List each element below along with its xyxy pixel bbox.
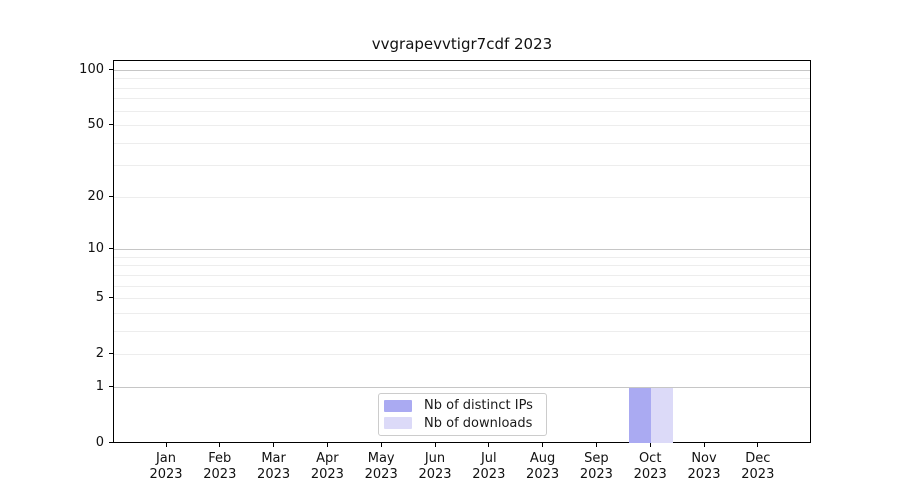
y-tick-label-50: 50 (87, 117, 104, 133)
y-tick-label-0: 0 (95, 435, 104, 450)
y-tick-mark-50 (109, 124, 113, 126)
x-tick-mark-jul (488, 443, 490, 447)
x-tick-mark-feb (219, 443, 221, 447)
x-tick-mark-oct (649, 443, 651, 447)
y-tick-label-100: 100 (79, 62, 104, 77)
bar-oct-2023-distinct-ips (629, 387, 652, 443)
gridline-y-50 (114, 125, 810, 127)
x-tick-mark-sep (595, 443, 598, 447)
x-tick-mark-mar (273, 443, 275, 447)
x-tick-label-jan-2023: Jan 2023 (149, 451, 183, 482)
x-tick-mark-nov (703, 443, 705, 447)
gridline-y-60 (114, 110, 810, 112)
gridline-y-6 (114, 285, 810, 287)
x-tick-mark-aug (542, 443, 544, 447)
y-tick-label-5: 5 (95, 290, 104, 306)
y-tick-label-10: 10 (87, 241, 104, 257)
legend-swatch-distinct-ips-icon (384, 399, 412, 412)
x-tick-label-aug-2023: Aug 2023 (526, 451, 560, 482)
y-tick-label-20: 20 (87, 188, 104, 204)
gridline-y-3 (114, 330, 810, 332)
x-tick-mark-jun (434, 443, 436, 447)
legend-swatch-downloads-icon (384, 417, 412, 430)
gridline-y-8 (114, 265, 810, 267)
gridline-y-100 (114, 70, 810, 71)
gridline-y-80 (114, 87, 810, 89)
gridline-y-7 (114, 274, 810, 276)
x-tick-label-jun-2023: Jun 2023 (418, 451, 452, 482)
y-tick-mark-0 (109, 442, 113, 444)
legend-label-distinct-ips: Nb of distinct IPs (424, 398, 533, 414)
y-tick-mark-2 (109, 353, 113, 355)
gridline-y-1 (114, 386, 810, 388)
x-tick-mark-apr (326, 443, 329, 447)
x-tick-label-mar-2023: Mar 2023 (257, 451, 291, 482)
chart-title: vvgrapevvtigr7cdf 2023 (371, 35, 553, 53)
x-tick-label-nov-2023: Nov 2023 (687, 451, 721, 482)
gridline-y-70 (114, 98, 810, 100)
bar-oct-2023-downloads (651, 387, 674, 443)
gridline-y-2 (114, 354, 810, 356)
legend-entry-distinct-ips: Nb of distinct IPs (384, 398, 540, 413)
gridline-y-5 (114, 298, 810, 300)
y-tick-mark-100 (109, 69, 113, 71)
gridline-y-30 (114, 165, 810, 167)
x-tick-mark-jan (165, 443, 167, 447)
gridline-y-4 (114, 312, 810, 314)
x-tick-mark-may (380, 443, 382, 447)
y-tick-mark-5 (109, 297, 113, 299)
x-tick-label-apr-2023: Apr 2023 (310, 451, 344, 482)
gridline-y-9 (114, 256, 810, 258)
x-tick-mark-dec (757, 443, 759, 447)
legend-label-downloads: Nb of downloads (424, 415, 533, 431)
gridline-y-20 (114, 196, 810, 198)
x-tick-label-oct-2023: Oct 2023 (633, 451, 667, 482)
gridline-y-40 (114, 142, 810, 144)
x-tick-label-jul-2023: Jul 2023 (472, 451, 506, 482)
gridline-y-10 (114, 249, 810, 251)
legend: Nb of distinct IPs Nb of downloads (378, 393, 547, 436)
y-tick-label-2: 2 (95, 346, 104, 362)
x-tick-label-may-2023: May 2023 (364, 451, 398, 482)
y-tick-mark-20 (109, 195, 113, 198)
x-tick-label-feb-2023: Feb 2023 (203, 451, 237, 482)
plot-area (113, 60, 811, 443)
y-tick-mark-1 (109, 385, 113, 388)
legend-entry-downloads: Nb of downloads (384, 416, 540, 431)
x-tick-label-dec-2023: Dec 2023 (741, 451, 775, 482)
y-tick-mark-10 (109, 248, 113, 250)
gridline-y-90 (114, 78, 810, 80)
y-tick-label-1: 1 (95, 378, 104, 394)
x-tick-label-sep-2023: Sep 2023 (579, 451, 613, 482)
